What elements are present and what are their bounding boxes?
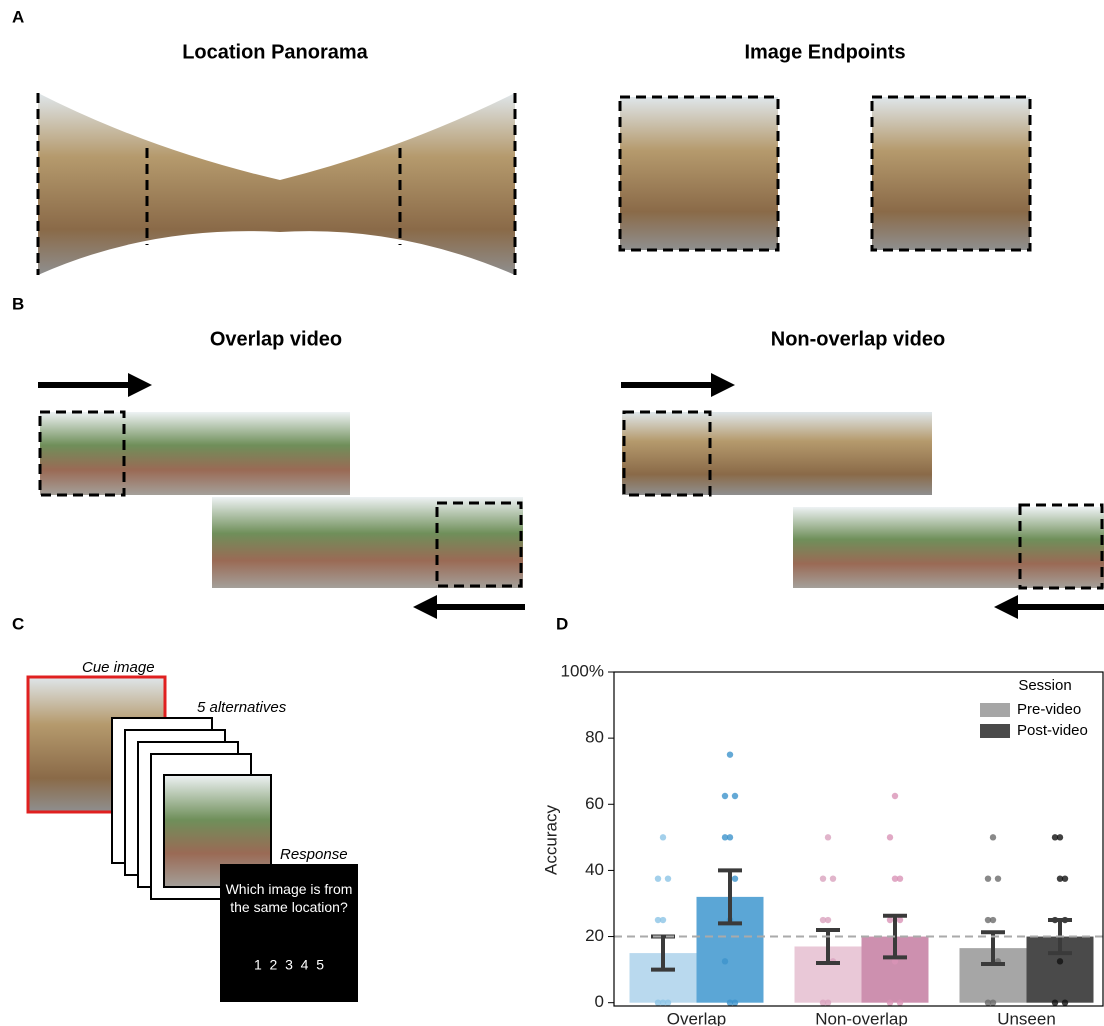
cue-label: Cue image [82,659,155,676]
legend-title: Session [1018,677,1071,694]
data-point [1061,875,1069,882]
question: Which image is from the same location? [225,881,353,915]
data-point [819,875,827,882]
data-point [984,875,992,882]
data-point [984,916,992,924]
data-point [824,916,832,924]
y-axis-label: Accuracy [541,805,560,875]
data-point [721,958,729,965]
data-point [731,792,739,800]
data-point [891,875,899,882]
data-point [659,999,667,1006]
data-point [1056,834,1064,841]
x-tick-label: Non-overlap [815,1009,908,1026]
data-point [896,875,904,882]
y-tick-label: 20 [585,926,604,945]
data-point [664,875,672,882]
y-tick-label: 60 [585,794,604,813]
panel-label: D [556,614,568,633]
legend-swatch [980,724,1010,738]
endpoint-image [872,97,1030,250]
panorama-image [38,93,515,275]
data-point [659,916,667,924]
data-point [731,875,739,882]
x-tick-label: Overlap [667,1009,727,1026]
data-point [1051,999,1059,1006]
dashed-frame [870,95,1032,252]
error-bar [718,868,742,926]
data-point [664,999,672,1006]
data-point [989,916,997,924]
data-point [886,999,894,1006]
data-point [891,958,899,965]
options: 1 2 3 4 5 [254,957,324,973]
legend-label: Pre-video [1017,701,1081,718]
panel-title: Non-overlap video [771,328,945,350]
data-point [886,834,894,841]
alternatives-label: 5 alternatives [197,699,287,716]
data-point [886,916,894,924]
data-point [896,916,904,924]
data-point [731,999,739,1006]
y-tick-label: 40 [585,860,604,879]
data-point [726,751,734,758]
panel-label: B [12,294,24,313]
x-tick-label: Unseen [997,1009,1056,1026]
response-screen [220,864,358,1002]
data-point [1056,875,1064,882]
panel-title: Location Panorama [182,41,368,63]
y-tick-label: 100% [561,661,604,680]
video-strip [793,507,1104,588]
data-point [726,999,734,1006]
axes-frame [613,671,1104,1007]
endpoint-image [620,97,778,250]
video-strip [212,497,523,588]
data-point [654,999,662,1006]
data-point [824,834,832,841]
panel-label: A [12,7,24,26]
data-point [1056,958,1064,965]
data-point [1061,999,1069,1006]
legend-swatch [980,703,1010,717]
video-strip [622,412,932,495]
dashed-frame [1018,503,1104,590]
data-point [819,999,827,1006]
data-point [824,999,832,1006]
data-point [721,834,729,841]
dashed-frame [38,410,126,497]
data-point [994,875,1002,882]
data-point [989,999,997,1006]
data-point [989,834,997,841]
data-point [726,834,734,841]
dashed-frame [622,410,712,497]
question-box: Which image is from the same location? [225,881,353,915]
panel-title: Overlap video [210,328,342,350]
data-point [819,916,827,924]
error-bar [816,927,840,966]
panel-label: C [12,614,24,633]
data-point [659,834,667,841]
legend-label: Post-video [1017,722,1088,739]
dashed-frame [435,501,523,588]
y-tick-label: 80 [585,728,604,747]
data-point [654,916,662,924]
response-label: Response [280,846,348,863]
dashed-frame [618,95,780,252]
data-point [829,875,837,882]
data-point [1051,834,1059,841]
y-tick-label: 0 [595,992,604,1011]
data-point [654,875,662,882]
panel-title: Image Endpoints [744,41,905,63]
video-strip [40,412,350,495]
data-point [984,999,992,1006]
data-point [896,999,904,1006]
data-point [891,792,899,800]
data-point [721,792,729,800]
